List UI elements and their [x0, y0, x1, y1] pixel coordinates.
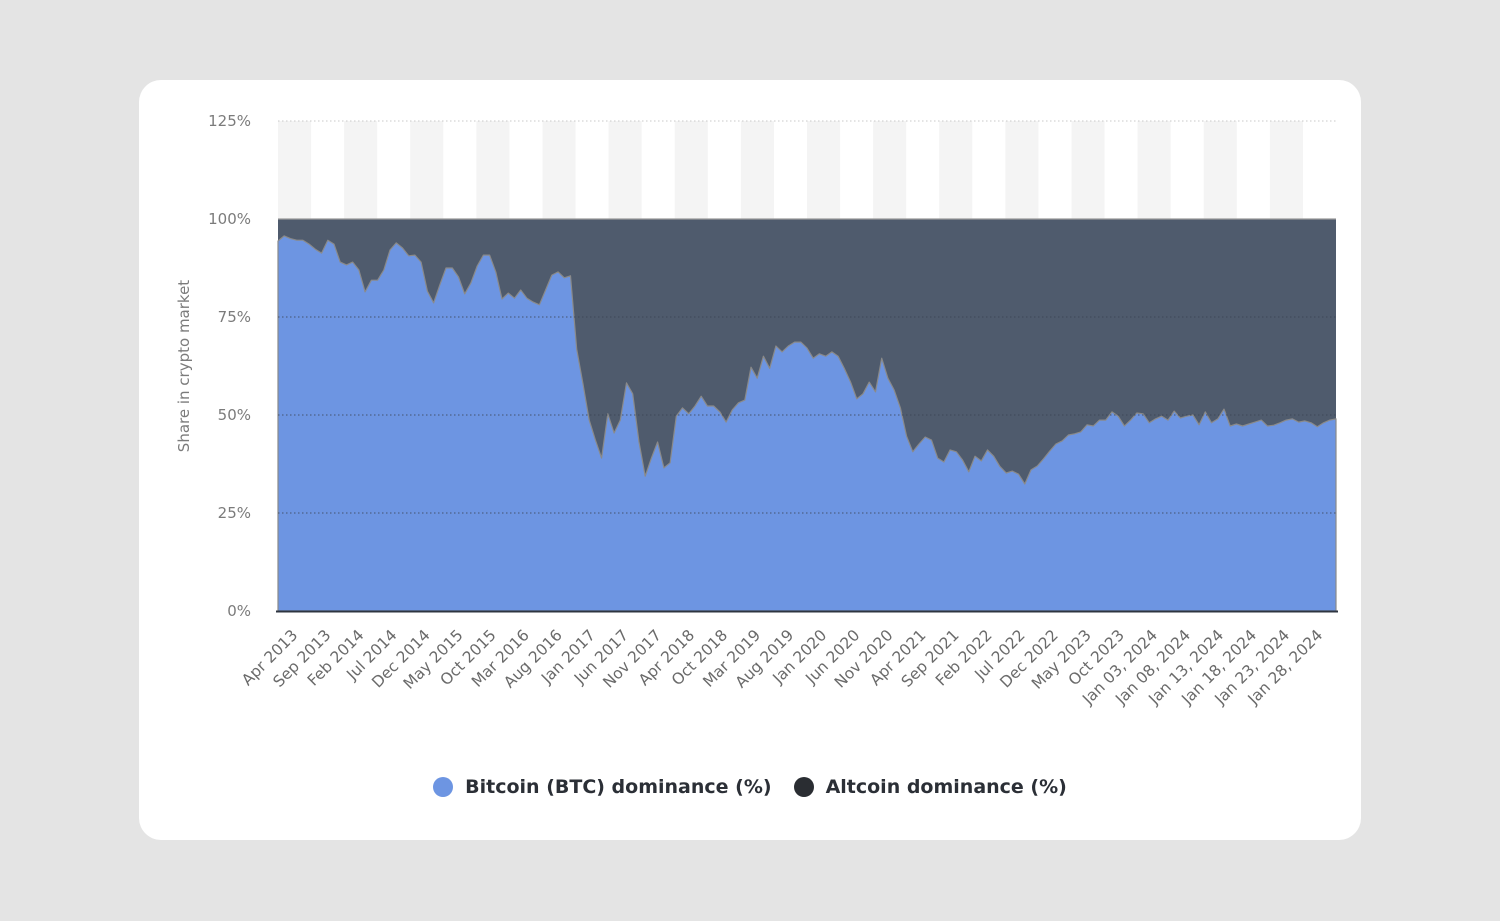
btc-area[interactable] [277, 235, 1337, 612]
area-chart: 125% 100% 75% 50% 25% 0% Share in crypto mark… [175, 112, 1338, 709]
y-tick-label: 75% [218, 308, 251, 326]
legend-label-btc: Bitcoin (BTC) dominance (%) [465, 776, 772, 798]
legend: Bitcoin (BTC) dominance (%) Altcoin domi… [139, 776, 1361, 798]
btc-legend-dot-icon [433, 777, 454, 797]
y-tick-label: 100% [208, 210, 251, 228]
legend-item-btc[interactable]: Bitcoin (BTC) dominance (%) [433, 776, 772, 798]
y-tick-label: 125% [208, 112, 251, 130]
y-tick-label: 0% [227, 602, 251, 620]
y-tick-label: 50% [218, 406, 251, 424]
y-tick-label: 25% [218, 504, 251, 522]
y-axis-ticks: 125% 100% 75% 50% 25% 0% [208, 112, 251, 620]
y-axis-label: Share in crypto market [175, 280, 193, 452]
legend-label-altcoin: Altcoin dominance (%) [825, 776, 1067, 798]
legend-item-altcoin[interactable]: Altcoin dominance (%) [793, 776, 1067, 798]
chart-card: 125% 100% 75% 50% 25% 0% Share in crypto mark… [139, 80, 1361, 840]
altcoin-legend-dot-icon [793, 777, 814, 797]
gridlines-over-area [278, 316, 1336, 514]
